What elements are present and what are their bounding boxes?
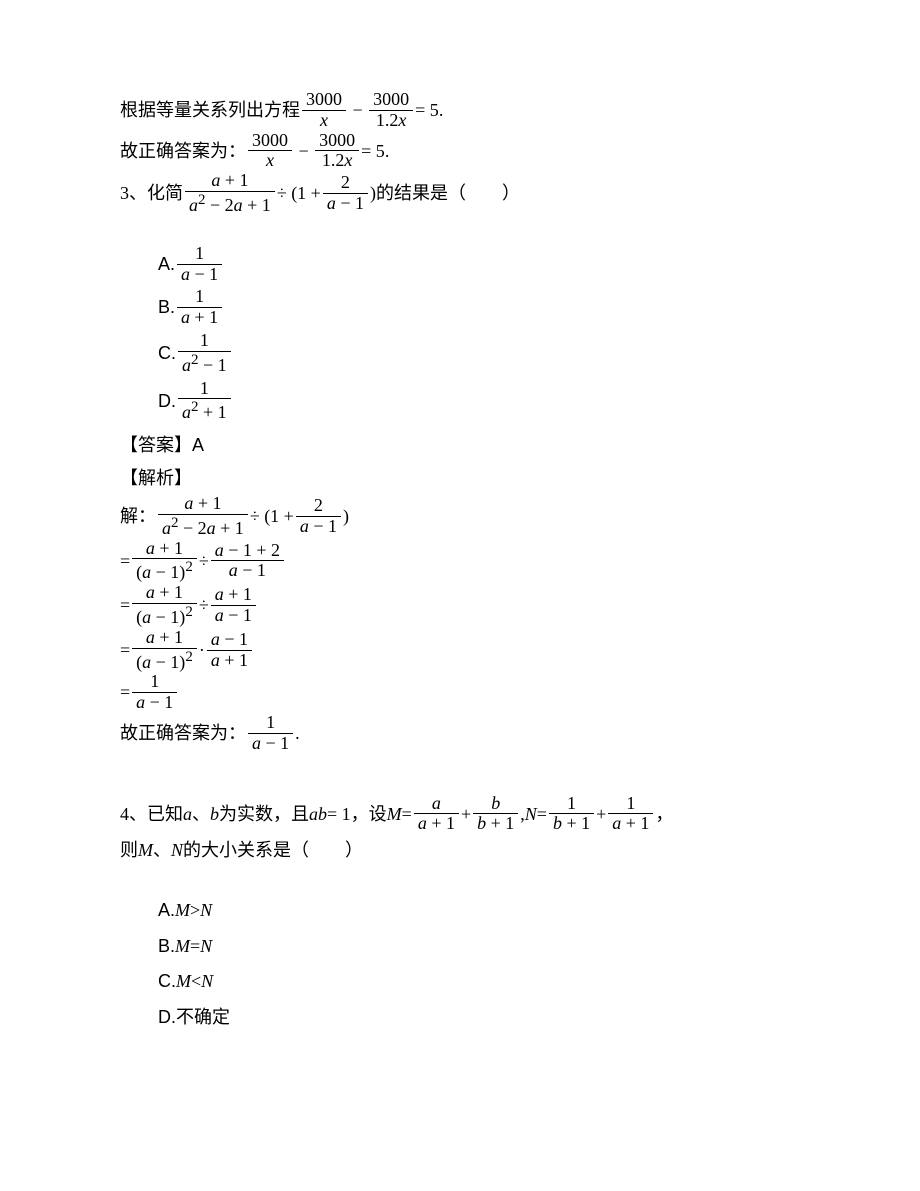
s1-ans-pre: 故正确答案为： [120, 135, 246, 167]
q3-option-a: A. 1 a − 1 [158, 244, 800, 285]
q4-option-c: C. M < N [158, 965, 800, 997]
solution-label: 【解析】 [120, 462, 192, 494]
s1-rhs: = 5 [415, 94, 439, 126]
q3-sol-step2: = a + 1 (a − 1)2 ÷ a − 1 + 2 a − 1 [120, 539, 800, 584]
s1-pre: 根据等量关系列出方程 [120, 94, 300, 126]
s1-frac1: 3000 x [302, 90, 346, 131]
s1-frac2: 3000 1.2x [369, 90, 413, 131]
q3-sol-step1: 解： a + 1 a2 − 2a + 1 ÷ (1 + 2 a − 1 ) [120, 494, 800, 539]
s1-frac3: 3000 x [248, 131, 292, 172]
q3-option-b: B. 1 a + 1 [158, 287, 800, 328]
answer-label: 【答案】 [120, 429, 192, 461]
ans2-pre: 故正确答案为： [120, 717, 246, 749]
div-sign: ÷ (1 + [277, 177, 321, 209]
period: . [295, 717, 300, 749]
answer-value: A [192, 429, 204, 461]
q3-sol-step4: = a + 1 (a − 1)2 · a − 1 a + 1 [120, 628, 800, 673]
q4-stem-line1: 4、 已知 a 、 b 为实数，且 ab = 1 ，设 M = a a + 1 … [120, 794, 800, 835]
q4-option-a: A. M > N [158, 894, 800, 926]
s1-frac4: 3000 1.2x [315, 131, 359, 172]
period: . [385, 135, 390, 167]
q3-answer: 【答案】 A [120, 429, 800, 461]
period: . [439, 94, 444, 126]
s1-rhs2: = 5 [361, 135, 385, 167]
s1-line2: 故正确答案为： 3000 x − 3000 1.2x = 5 . [120, 131, 800, 172]
q3-solution-label: 【解析】 [120, 462, 800, 494]
q3-frac2: 2 a − 1 [323, 173, 368, 214]
q4-number: 4、 [120, 798, 147, 830]
minus-sign: − [348, 94, 367, 126]
sol-pre: 解： [120, 500, 156, 532]
q4-options: A. M > N B. M = N C. M < N D. 不确定 [120, 894, 800, 1033]
q3-stem: 3、 化简 a + 1 a2 − 2a + 1 ÷ (1 + 2 a − 1 )… [120, 171, 800, 216]
q3-number: 3、 [120, 177, 147, 209]
q3-options: A. 1 a − 1 B. 1 a + 1 C. 1 a2 − 1 D. 1 a… [120, 244, 800, 423]
q3-sol-step5: = 1 a − 1 [120, 672, 800, 713]
q4-option-b: B. M = N [158, 930, 800, 962]
q3-sol-answer: 故正确答案为： 1 a − 1 . [120, 713, 800, 754]
s1-line1: 根据等量关系列出方程 3000 x − 3000 1.2x = 5 . [120, 90, 800, 131]
q3-sol-step3: = a + 1 (a − 1)2 ÷ a + 1 a − 1 [120, 583, 800, 628]
q3-option-c: C. 1 a2 − 1 [158, 331, 800, 376]
q4-stem-line2: 则 M 、 N 的大小关系是（ ） [120, 834, 800, 866]
minus-sign: − [294, 135, 313, 167]
q3-pre: 化简 [147, 177, 183, 209]
q4-pre: 已知 [147, 798, 183, 830]
q3-frac1: a + 1 a2 − 2a + 1 [185, 171, 275, 216]
q3-post: 的结果是（ ） [376, 177, 520, 209]
q4-option-d: D. 不确定 [158, 1001, 800, 1033]
q3-option-d: D. 1 a2 + 1 [158, 379, 800, 424]
